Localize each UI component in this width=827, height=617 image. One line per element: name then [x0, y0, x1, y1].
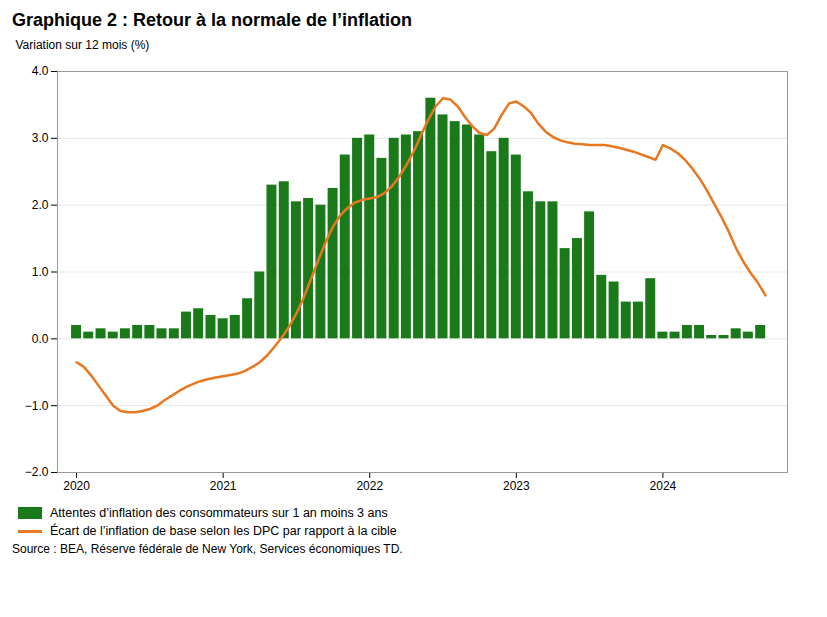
- svg-text:−1.0: −1.0: [25, 399, 49, 413]
- svg-text:2021: 2021: [210, 479, 237, 493]
- svg-text:2.0: 2.0: [32, 198, 49, 212]
- svg-text:2020: 2020: [63, 479, 90, 493]
- svg-text:Variation sur 12 mois (%): Variation sur 12 mois (%): [16, 38, 150, 52]
- svg-text:1.0: 1.0: [32, 265, 49, 279]
- svg-text:3.0: 3.0: [32, 131, 49, 145]
- svg-text:−2.0: −2.0: [25, 465, 49, 479]
- svg-text:4.0: 4.0: [32, 64, 49, 78]
- svg-text:0.0: 0.0: [32, 332, 49, 346]
- html-text:Source : BEA, Réserve fédérale: Source : BEA, Réserve fédérale de New Yo…: [12, 542, 403, 556]
- svg-text:2024: 2024: [650, 479, 677, 493]
- svg-text:2023: 2023: [503, 479, 530, 493]
- html-text:Attentes d’inflation des conso: Attentes d’inflation des consommateurs s…: [50, 506, 388, 520]
- html-text:Écart de l’inflation de base s: Écart de l’inflation de base selon les D…: [50, 524, 397, 538]
- html-text:Graphique 2 : Retour à la norm: Graphique 2 : Retour à la normale de l’i…: [12, 10, 413, 30]
- svg-text:2022: 2022: [356, 479, 383, 493]
